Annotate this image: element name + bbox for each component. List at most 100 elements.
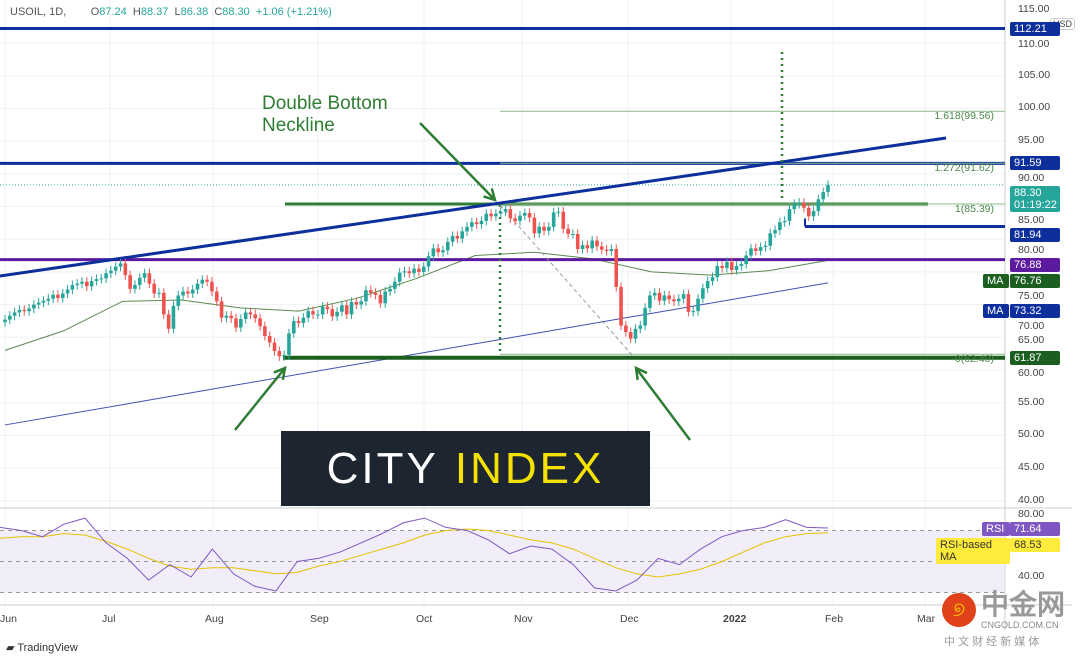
candle-body: [460, 231, 465, 239]
candle-body: [311, 311, 315, 315]
candle-body: [320, 306, 325, 315]
rsi-ma-line: [0, 528, 829, 578]
candle-body: [214, 291, 219, 302]
change-value: +1.06 (+1.21%): [255, 6, 332, 18]
candle-body: [619, 286, 623, 326]
candle-body: [686, 294, 691, 312]
price-tick: 100.00: [1018, 101, 1051, 114]
bar-countdown: 01:19:22: [1014, 199, 1057, 212]
candle-body: [330, 309, 335, 317]
candle-body: [27, 308, 31, 312]
time-tick: Sep: [310, 613, 329, 625]
candle-body: [224, 315, 229, 318]
price-tag: 81.94: [1010, 228, 1060, 243]
candle-body: [80, 281, 84, 284]
candle-body: [60, 293, 65, 299]
candle-body: [773, 230, 777, 234]
candle-body: [489, 213, 493, 217]
symbol-header: USOIL, 1D, O87.24 H88.37 L86.38 C88.30 +…: [10, 6, 332, 18]
candle-body: [551, 212, 556, 227]
candle-body: [8, 315, 12, 320]
candle-body: [200, 279, 205, 284]
fib-label: 1.272(91.62): [934, 162, 994, 175]
candle-body: [229, 315, 234, 319]
logo-index: INDEX: [454, 443, 605, 493]
candle-body: [243, 312, 248, 319]
open-label: O: [90, 6, 100, 18]
bottom1-arrow-head: [273, 365, 287, 381]
candle-body: [532, 217, 537, 234]
candle-body: [22, 309, 27, 312]
tradingview-icon: ▰: [6, 642, 18, 654]
candle-body: [503, 209, 508, 212]
price-tick: 65.00: [1018, 334, 1045, 347]
candle-body: [426, 256, 431, 267]
candle-body: [282, 354, 286, 357]
candle-body: [571, 233, 575, 235]
candle-body: [758, 247, 763, 251]
candle-body: [171, 305, 176, 329]
candle-body: [561, 211, 566, 229]
low-label: L: [174, 6, 181, 18]
price-tick: 70.00: [1018, 320, 1045, 333]
candle-body: [51, 294, 55, 299]
candle-body: [710, 277, 715, 282]
candle-body: [470, 222, 474, 227]
candle-body: [754, 248, 758, 251]
tradingview-logo[interactable]: ▰ TradingView: [6, 641, 78, 654]
candle-body: [402, 271, 407, 273]
candle-body: [190, 289, 195, 294]
candle-body: [277, 351, 282, 357]
candle-body: [677, 298, 681, 302]
candle-body: [672, 299, 676, 302]
last-price: 88.30: [1014, 187, 1042, 200]
candle-body: [133, 284, 137, 289]
candle-body: [344, 305, 349, 315]
candle-body: [556, 211, 561, 213]
candle-body: [705, 281, 710, 289]
price-tick: 105.00: [1018, 68, 1051, 81]
candle-body: [46, 298, 51, 301]
candle-body: [306, 311, 311, 318]
candle-body: [643, 307, 647, 326]
candle-body: [474, 222, 479, 225]
candle-body: [614, 249, 619, 287]
candle-body: [580, 245, 585, 250]
cngold-domain: CNGOLD.COM.CN: [981, 620, 1059, 630]
candle-body: [186, 291, 190, 294]
candle-body: [41, 300, 46, 303]
price-tag: 61.87: [1010, 350, 1060, 365]
candle-body: [234, 318, 238, 328]
time-tick: Nov: [514, 613, 533, 625]
neckline-arrow: [419, 122, 496, 201]
price-tag: 76.76: [1010, 274, 1060, 289]
candle-body: [287, 333, 291, 355]
price-tick: 85.00: [1018, 214, 1045, 227]
candle-body: [811, 211, 816, 217]
candle-body: [465, 226, 469, 232]
candle-body: [657, 292, 662, 301]
candle-body: [56, 294, 60, 299]
candle-body: [325, 306, 330, 310]
candle-body: [89, 281, 94, 287]
candle-body: [340, 305, 344, 312]
candle-body: [662, 295, 667, 301]
cngold-brand: 中金网: [981, 589, 1066, 620]
candle-body: [263, 326, 267, 336]
candle-body: [147, 273, 152, 284]
candle-body: [195, 283, 200, 290]
candle-body: [373, 292, 378, 295]
candle-body: [691, 311, 696, 313]
time-tick: Jun: [0, 613, 17, 625]
candle-body: [205, 279, 209, 282]
candle-body: [633, 328, 638, 339]
price-tag: 76.88: [1010, 258, 1060, 273]
rsi-line: [0, 517, 829, 592]
candle-body: [417, 268, 421, 272]
symbol: USOIL, 1D,: [10, 6, 67, 18]
candle-body: [17, 309, 22, 313]
price-tick: 40.00: [1018, 493, 1045, 506]
candle-body: [513, 218, 517, 221]
double-bottom-annotation: Double Bottom Neckline: [262, 93, 388, 137]
